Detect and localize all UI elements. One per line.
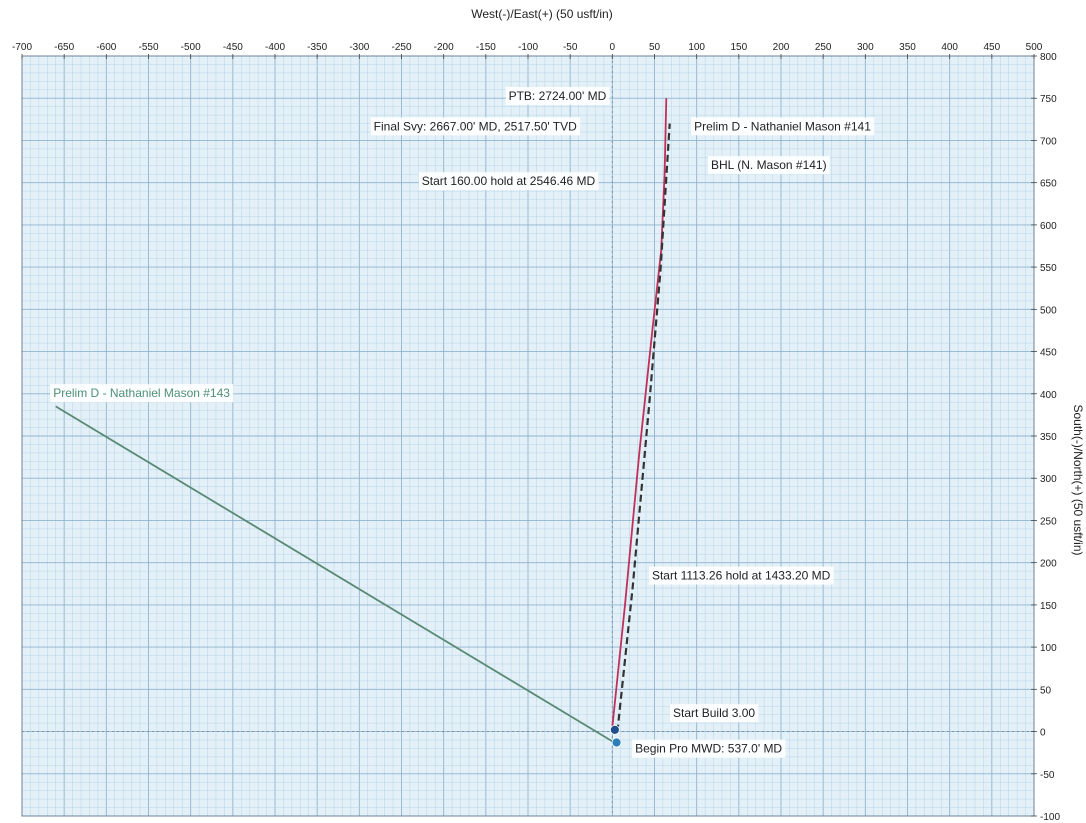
- x-tick-label: 300: [857, 42, 874, 53]
- series-line-proposal: [616, 123, 671, 732]
- y-tick-label: 150: [1040, 601, 1057, 612]
- y-tick-label: 700: [1040, 136, 1057, 147]
- x-tick-label: -250: [391, 42, 411, 53]
- annotation-box: [505, 86, 610, 105]
- x-tick-label: 100: [688, 42, 705, 53]
- y-tick-label: -100: [1040, 812, 1060, 823]
- y-tick-label: -50: [1040, 770, 1055, 781]
- annotation: PTB: 2724.00' MD: [505, 86, 610, 105]
- y-tick-label: 200: [1040, 559, 1057, 570]
- x-tick-label: -450: [223, 42, 243, 53]
- annotation: Prelim D - Nathaniel Mason #141: [691, 117, 875, 136]
- y-tick-label: 350: [1040, 432, 1057, 443]
- annotation-label: Start 1113.26 hold at 1433.20 MD: [652, 569, 831, 583]
- y-tick-label: 750: [1040, 94, 1057, 105]
- x-tick-labels: -700 -650 -600 -550 -500 -450 -400 -350 -300 -250…: [12, 42, 1043, 59]
- annotation-box: [648, 566, 834, 585]
- annotation-box: [708, 156, 830, 175]
- x-tick-label: -400: [265, 42, 285, 53]
- x-tick-label: -550: [138, 42, 158, 53]
- x-tick-label: 250: [815, 42, 832, 53]
- annotation: Begin Pro MWD: 537.0' MD: [632, 739, 786, 758]
- x-tick-label: 150: [730, 42, 747, 53]
- x-tick-label: -650: [54, 42, 74, 53]
- x-tick-label: -700: [12, 42, 32, 53]
- y-axis-title: South(-)/North(+) (50 usft/in): [1071, 404, 1085, 555]
- y-tick-labels: 8007507006506005505004504003503002502001…: [1031, 52, 1060, 823]
- x-tick-label: 200: [773, 42, 790, 53]
- annotation-box: [50, 384, 234, 403]
- marker-layer: [609, 724, 622, 748]
- x-tick-label: -200: [434, 42, 454, 53]
- series-line-actual: [611, 98, 668, 728]
- y-tick-label: 50: [1040, 685, 1052, 696]
- x-tick-label: 400: [941, 42, 958, 53]
- y-tick-label: 600: [1040, 221, 1057, 232]
- annotation: Start Build 3.00: [670, 704, 759, 723]
- y-tick-label: 0: [1040, 728, 1046, 739]
- annotation-label: Start 160.00 hold at 2546.46 MD: [422, 174, 596, 188]
- annotation-box: [632, 739, 786, 758]
- annotation-box: [670, 704, 759, 723]
- annotation-label: Begin Pro MWD: 537.0' MD: [635, 742, 782, 756]
- series-line-mason143: [55, 405, 617, 745]
- grid: [21, 55, 1035, 817]
- y-tick-label: 100: [1040, 643, 1057, 654]
- annotation-box: [691, 117, 875, 136]
- annotation-label: PTB: 2724.00' MD: [509, 89, 607, 103]
- annotation: Final Svy: 2667.00' MD, 2517.50' TVD: [370, 117, 581, 136]
- y-tick-label: 300: [1040, 474, 1057, 485]
- annotation-layer: PTB: 2724.00' MD Final Svy: 2667.00' MD, …: [50, 86, 875, 758]
- x-tick-label: 450: [983, 42, 1000, 53]
- point-marker: [609, 724, 620, 735]
- x-tick-label: 0: [610, 42, 616, 53]
- y-tick-label: 800: [1040, 52, 1057, 63]
- annotation-box: [418, 172, 599, 191]
- x-tick-label: -50: [563, 42, 578, 53]
- x-tick-label: 50: [649, 42, 661, 53]
- annotation-box: [370, 117, 581, 136]
- y-tick-label: 500: [1040, 305, 1057, 316]
- annotation-label: Final Svy: 2667.00' MD, 2517.50' TVD: [374, 119, 577, 133]
- annotation-label: Prelim D - Nathaniel Mason #141: [694, 119, 871, 133]
- annotation-label: Start Build 3.00: [673, 706, 755, 720]
- x-tick-label: -600: [96, 42, 116, 53]
- x-tick-label: -300: [349, 42, 369, 53]
- annotation-label: Prelim D - Nathaniel Mason #143: [53, 386, 230, 400]
- y-tick-label: 550: [1040, 263, 1057, 274]
- annotation: Prelim D - Nathaniel Mason #143: [50, 384, 234, 403]
- x-tick-label: -100: [518, 42, 538, 53]
- annotation: Start 160.00 hold at 2546.46 MD: [418, 172, 599, 191]
- x-tick-label: -350: [307, 42, 327, 53]
- y-tick-label: 250: [1040, 516, 1057, 527]
- x-tick-label: -150: [476, 42, 496, 53]
- point-marker: [611, 737, 622, 748]
- series-layer: [55, 98, 671, 745]
- y-tick-label: 650: [1040, 179, 1057, 190]
- x-tick-label: -500: [181, 42, 201, 53]
- x-axis-title: West(-)/East(+) (50 usft/in): [471, 7, 612, 21]
- annotation: Start 1113.26 hold at 1433.20 MD: [648, 566, 834, 585]
- annotation: BHL (N. Mason #141): [708, 156, 830, 175]
- y-tick-label: 450: [1040, 348, 1057, 359]
- x-tick-label: 350: [899, 42, 916, 53]
- x-tick-label: 500: [1026, 42, 1043, 53]
- annotation-label: BHL (N. Mason #141): [711, 158, 827, 172]
- y-tick-label: 400: [1040, 390, 1057, 401]
